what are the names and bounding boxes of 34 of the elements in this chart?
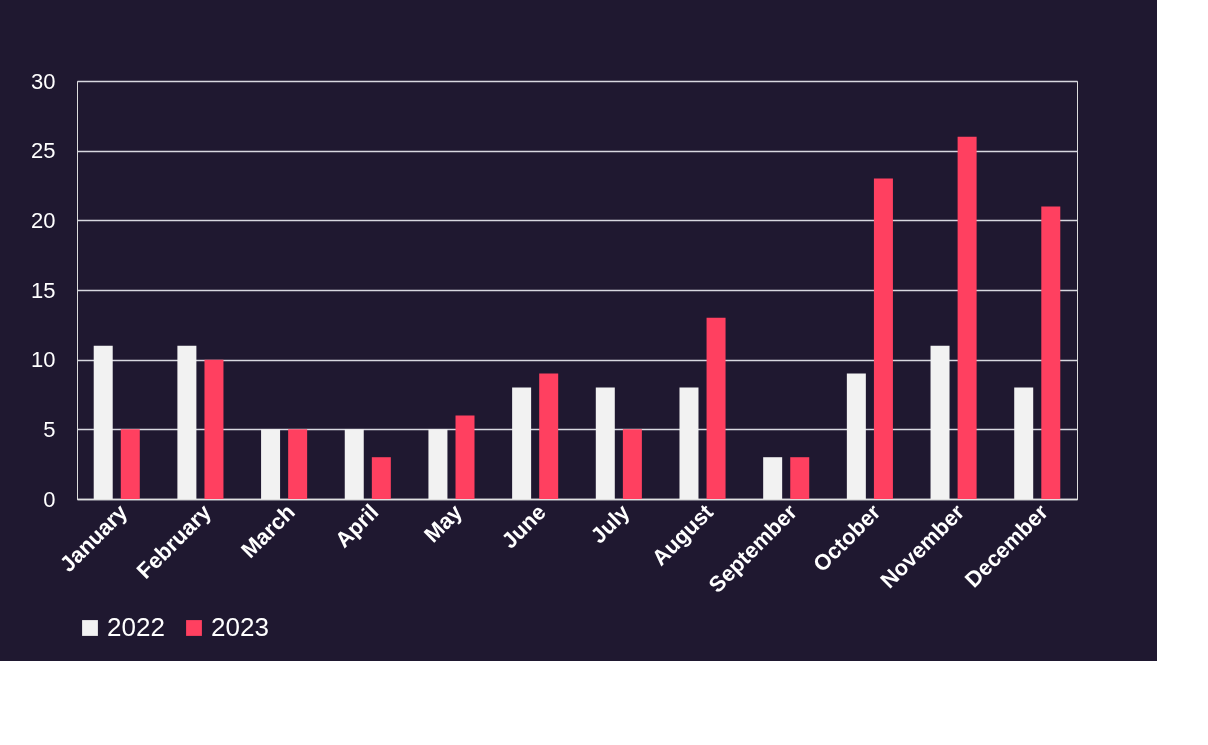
y-tick-label: 20 (31, 207, 56, 233)
bar (873, 178, 893, 499)
legend-label: 2022 (107, 612, 165, 642)
bar (344, 429, 364, 499)
bar (177, 345, 197, 499)
bar (93, 345, 113, 499)
y-tick-label: 25 (31, 138, 56, 164)
y-tick-label: 5 (43, 416, 56, 442)
bar (957, 136, 977, 499)
bar (763, 457, 783, 499)
bar (455, 415, 475, 499)
legend-label: 2023 (211, 612, 269, 642)
bar (120, 429, 140, 499)
bar (790, 457, 810, 499)
y-tick-label: 15 (31, 277, 56, 303)
bar (539, 373, 559, 499)
x-tick-label: May (419, 498, 468, 548)
bar (512, 387, 532, 499)
bar (930, 345, 950, 499)
bar (261, 429, 281, 499)
bar (706, 317, 726, 499)
y-tick-label: 30 (31, 68, 56, 94)
bar (679, 387, 699, 499)
bar (595, 387, 615, 499)
y-tick-label: 0 (43, 486, 56, 512)
bar (371, 457, 391, 499)
bar (846, 373, 866, 499)
bar (1041, 206, 1061, 499)
bar (288, 429, 308, 499)
bar (1014, 387, 1034, 499)
bar (622, 429, 642, 499)
y-tick-label: 10 (31, 347, 56, 373)
bar (428, 429, 448, 499)
bar (204, 359, 224, 499)
